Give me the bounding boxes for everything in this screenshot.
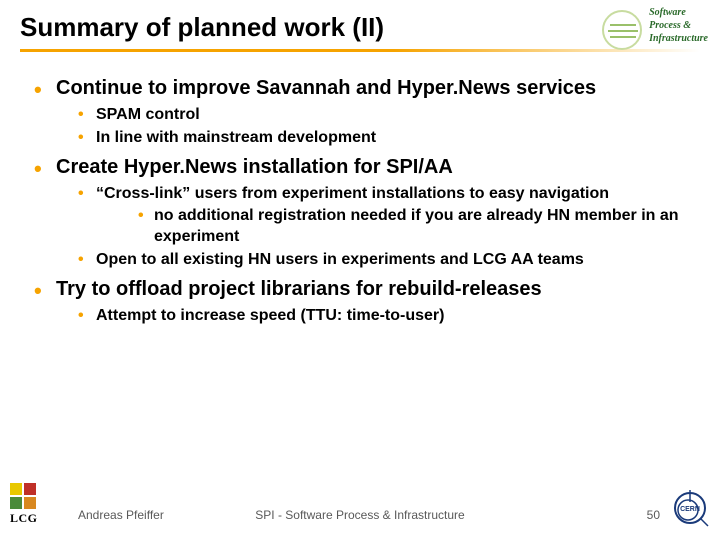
slide: Software Process & Infrastructure Summar… (0, 0, 720, 540)
list-item: Continue to improve Savannah and Hyper.N… (30, 76, 690, 149)
list-item-text: Attempt to increase speed (TTU: time-to-… (96, 307, 444, 324)
slide-title: Summary of planned work (II) (20, 12, 700, 43)
list-item: Create Hyper.News installation for SPI/A… (30, 155, 690, 271)
list-item-text: In line with mainstream development (96, 129, 376, 146)
header: Software Process & Infrastructure Summar… (0, 0, 720, 58)
list-item: Open to all existing HN users in experim… (56, 250, 690, 271)
title-underline (20, 49, 700, 52)
lcg-square (24, 483, 36, 495)
list-item: In line with mainstream development (56, 128, 690, 149)
list-item-text: Continue to improve Savannah and Hyper.N… (56, 77, 596, 99)
lcg-square (10, 483, 22, 495)
list-item: SPAM control (56, 105, 690, 126)
list-item-text: SPAM control (96, 106, 200, 123)
list-item-text: “Cross-link” users from experiment insta… (96, 185, 609, 202)
list-item: no additional registration needed if you… (96, 206, 690, 248)
list-item-text: no additional registration needed if you… (154, 207, 679, 245)
list-item: Try to offload project librarians for re… (30, 277, 690, 327)
list-item-text: Create Hyper.News installation for SPI/A… (56, 156, 453, 178)
spi-logo-icon (602, 10, 642, 50)
spi-logo-text: Software Process & Infrastructure (649, 6, 708, 45)
list-item: “Cross-link” users from experiment insta… (56, 184, 690, 248)
footer-center: SPI - Software Process & Infrastructure (0, 508, 720, 522)
cern-logo-icon: CERN (670, 488, 710, 528)
list-item-text: Try to offload project librarians for re… (56, 278, 542, 300)
list-item-text: Open to all existing HN users in experim… (96, 251, 584, 268)
logo-line3: Infrastructure (649, 33, 708, 44)
footer-page-number: 50 (647, 508, 660, 522)
logo-line1: Software (649, 7, 686, 18)
list-item: Attempt to increase speed (TTU: time-to-… (56, 306, 690, 327)
logo-line2: Process & (649, 20, 691, 31)
svg-text:CERN: CERN (680, 506, 700, 513)
bullet-list: Continue to improve Savannah and Hyper.N… (30, 76, 690, 327)
content: Continue to improve Savannah and Hyper.N… (0, 58, 720, 327)
footer: LCG Andreas Pfeiffer SPI - Software Proc… (0, 490, 720, 530)
